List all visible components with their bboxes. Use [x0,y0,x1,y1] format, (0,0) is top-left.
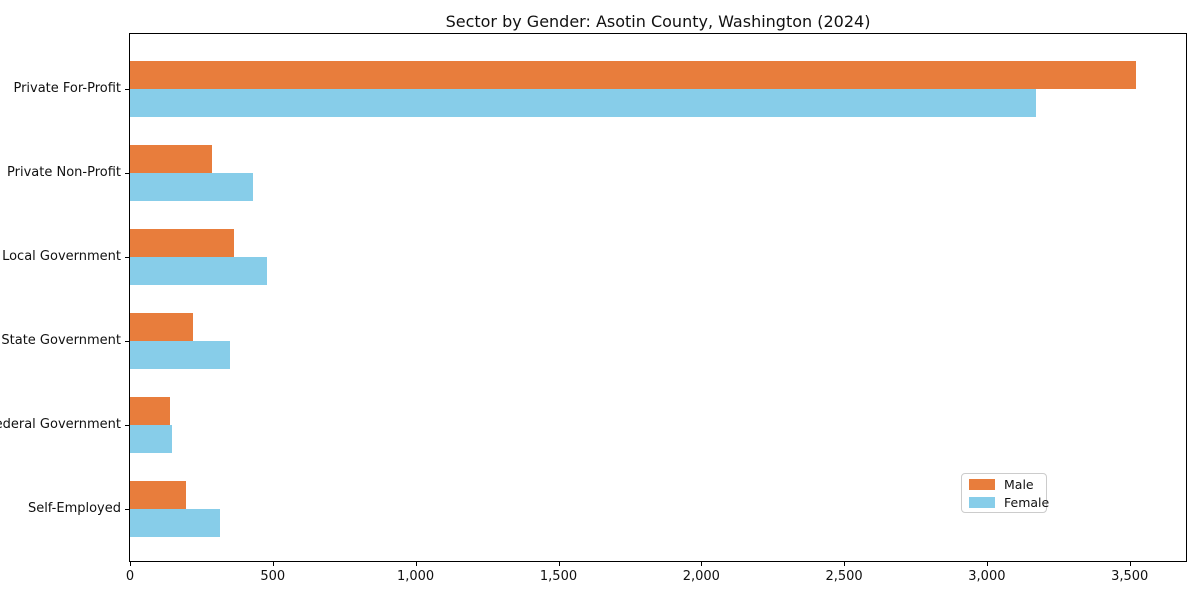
female-bar [130,173,253,201]
x-axis-tick [1129,562,1131,566]
male-series-swatch [969,478,995,490]
x-tick-label: 500 [260,569,286,584]
y-axis-tick [125,341,129,342]
x-axis-tick [986,562,988,566]
male-bar [130,397,170,425]
plot-area: Private For-Profit Private Non-Profit Loca… [0,33,1187,584]
x-axis-tick [130,562,131,566]
x-tick-label: 1,000 [396,569,435,584]
female-bar [130,89,1037,117]
x-tick-label: 3,000 [968,569,1006,584]
y-axis-tick [125,257,129,258]
female-bar [130,341,230,369]
legend-label-female: Female [1004,494,1050,510]
female-bar [130,425,172,453]
female-bar [130,257,268,285]
x-tick-label: 3,500 [1111,569,1149,584]
y-axis-tick [125,509,129,510]
chart-title: Sector by Gender: Asotin County, Washing… [445,12,871,31]
y-tick-label: Private For-Profit [13,81,121,96]
y-axis-tick [125,425,129,426]
legend-entry-female: Female [962,494,1050,510]
x-tick-label: 2,500 [825,569,863,584]
x-tick-label: 2,000 [682,569,720,584]
male-bar [130,145,212,173]
legend: Male Female [961,473,1050,513]
legend-entry-male: Male [962,476,1046,492]
male-bar [130,481,186,509]
y-axis-tick [125,173,129,174]
male-bar [130,229,234,257]
y-tick-label: State Government [1,333,121,348]
x-tick-label: 0 [125,569,135,584]
x-axis-tick [272,562,274,566]
female-series-swatch [969,496,995,508]
x-axis-tick [415,562,417,566]
y-tick-label: Local Government [2,249,121,264]
male-bar [130,313,194,341]
y-tick-label: Self-Employed [27,501,121,516]
y-tick-label: Federal Government [0,417,121,432]
male-bar [130,61,1136,89]
x-tick-label: 1,500 [539,569,578,584]
y-axis-tick [125,89,129,90]
x-axis-tick [558,562,560,566]
x-axis-tick [844,562,846,566]
y-tick-label: Private Non-Profit [7,165,121,180]
x-axis-tick [701,562,703,566]
female-bar [130,509,220,537]
legend-label-male: Male [1004,476,1034,492]
